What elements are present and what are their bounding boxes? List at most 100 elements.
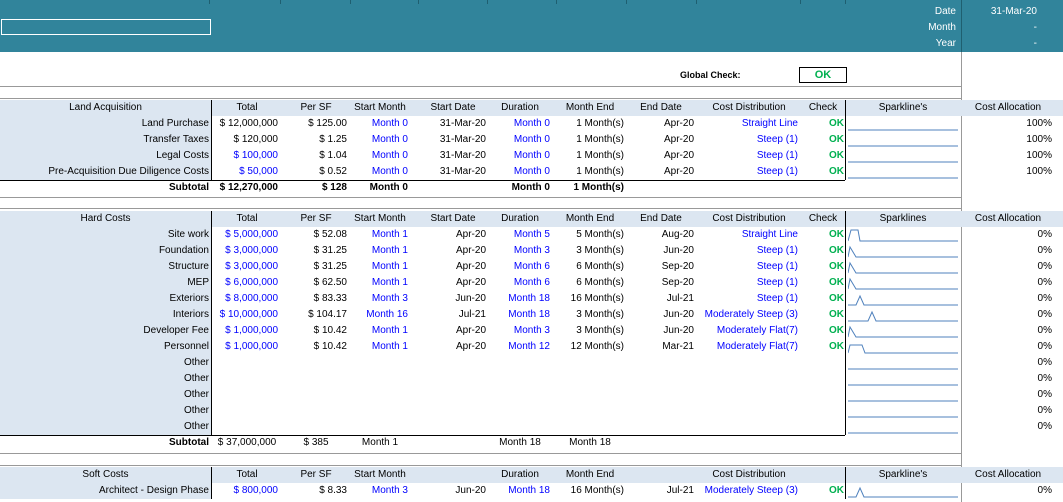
dur-cell[interactable]: Month 3 bbox=[513, 325, 550, 336]
dur-cell[interactable]: Month 5 bbox=[513, 229, 550, 240]
edate-cell[interactable] bbox=[628, 355, 694, 371]
soft-col-header[interactable]: Start Month bbox=[354, 469, 406, 480]
check-cell[interactable] bbox=[802, 403, 844, 419]
dist-cell[interactable]: Steep (1) bbox=[756, 166, 798, 177]
dist-cell[interactable]: Straight Line bbox=[741, 118, 798, 129]
start-cell[interactable]: Month 1 bbox=[371, 325, 408, 336]
date-value[interactable]: 31-Mar-20 bbox=[990, 6, 1037, 17]
dist-cell[interactable]: Moderately Steep (3) bbox=[704, 309, 798, 320]
persf-cell[interactable]: $ 52.08 bbox=[313, 229, 347, 240]
start-cell[interactable]: Month 3 bbox=[371, 485, 408, 496]
sdate-cell[interactable] bbox=[420, 355, 486, 371]
check-cell[interactable]: OK bbox=[829, 134, 844, 145]
sdate-cell[interactable]: Apr-20 bbox=[455, 325, 486, 336]
total-cell[interactable]: $ 50,000 bbox=[239, 166, 278, 177]
subtotal-persf[interactable]: $ 385 bbox=[303, 437, 329, 448]
start-cell[interactable]: Month 1 bbox=[371, 261, 408, 272]
alloc-cell[interactable]: 0% bbox=[1037, 293, 1052, 304]
soft-col-header[interactable]: Per SF bbox=[300, 469, 332, 480]
start-cell[interactable]: Month 16 bbox=[366, 309, 408, 320]
persf-cell[interactable]: $ 83.33 bbox=[313, 293, 347, 304]
total-cell[interactable] bbox=[216, 371, 278, 387]
mend-cell[interactable]: 3 Month(s) bbox=[576, 325, 624, 336]
land-col-header[interactable]: Cost Allocation bbox=[974, 102, 1042, 113]
start-cell[interactable]: Month 0 bbox=[371, 166, 408, 177]
check-cell[interactable]: OK bbox=[829, 277, 844, 288]
soft-col-header[interactable] bbox=[628, 467, 694, 483]
total-cell[interactable]: $ 12,000,000 bbox=[219, 118, 278, 129]
alloc-cell[interactable]: 0% bbox=[1037, 261, 1052, 272]
sdate-cell[interactable]: Jul-21 bbox=[458, 309, 486, 320]
edate-cell[interactable] bbox=[628, 419, 694, 435]
edate-cell[interactable] bbox=[628, 387, 694, 403]
alloc-cell[interactable]: 100% bbox=[1026, 150, 1052, 161]
sdate-cell[interactable] bbox=[420, 419, 486, 435]
alloc-cell[interactable]: 100% bbox=[1026, 134, 1052, 145]
sdate-cell[interactable]: Jun-20 bbox=[455, 293, 486, 304]
dur-cell[interactable]: Month 0 bbox=[513, 166, 550, 177]
hard-col-header[interactable]: Cost Distribution bbox=[712, 213, 786, 224]
subtotal-start[interactable]: Month 1 bbox=[361, 437, 399, 448]
persf-cell[interactable]: $ 62.50 bbox=[313, 277, 347, 288]
mend-cell[interactable]: 6 Month(s) bbox=[576, 277, 624, 288]
sdate-cell[interactable] bbox=[420, 403, 486, 419]
mend-cell[interactable]: 16 Month(s) bbox=[570, 485, 624, 496]
total-cell[interactable]: $ 3,000,000 bbox=[225, 245, 278, 256]
dist-cell[interactable]: Straight Line bbox=[741, 229, 798, 240]
subtotal-mend[interactable]: 1 Month(s) bbox=[573, 182, 624, 193]
mend-cell[interactable]: 6 Month(s) bbox=[576, 261, 624, 272]
persf-cell[interactable]: $ 10.42 bbox=[313, 325, 347, 336]
persf-cell[interactable] bbox=[285, 419, 347, 435]
persf-cell[interactable]: $ 8.33 bbox=[319, 485, 347, 496]
sdate-cell[interactable]: Apr-20 bbox=[455, 245, 486, 256]
dist-cell[interactable]: Steep (1) bbox=[756, 293, 798, 304]
check-cell[interactable]: OK bbox=[829, 309, 844, 320]
subtotal-dur[interactable]: Month 18 bbox=[499, 437, 541, 448]
edate-cell[interactable] bbox=[628, 371, 694, 387]
edate-cell[interactable]: Jun-20 bbox=[663, 245, 694, 256]
sdate-cell[interactable]: Apr-20 bbox=[455, 229, 486, 240]
total-cell[interactable] bbox=[216, 403, 278, 419]
hard-col-header[interactable]: Per SF bbox=[300, 213, 332, 224]
start-cell[interactable]: Month 1 bbox=[371, 341, 408, 352]
start-cell[interactable] bbox=[352, 355, 408, 371]
land-col-header[interactable]: Cost Distribution bbox=[712, 102, 786, 113]
mend-cell[interactable]: 1 Month(s) bbox=[576, 134, 624, 145]
alloc-cell[interactable]: 0% bbox=[1037, 357, 1052, 368]
sdate-cell[interactable] bbox=[420, 371, 486, 387]
soft-col-header[interactable] bbox=[420, 467, 486, 483]
mend-cell[interactable] bbox=[556, 355, 624, 371]
edate-cell[interactable] bbox=[628, 403, 694, 419]
alloc-cell[interactable]: 0% bbox=[1037, 341, 1052, 352]
subtotal-mend[interactable]: Month 18 bbox=[569, 437, 611, 448]
dist-cell[interactable]: Moderately Steep (3) bbox=[704, 485, 798, 496]
land-col-header[interactable]: Per SF bbox=[300, 102, 332, 113]
persf-cell[interactable] bbox=[285, 403, 347, 419]
check-cell[interactable]: OK bbox=[829, 245, 844, 256]
sdate-cell[interactable]: Jun-20 bbox=[455, 485, 486, 496]
subtotal-total[interactable]: $ 37,000,000 bbox=[217, 437, 277, 448]
sdate-cell[interactable]: Apr-20 bbox=[455, 261, 486, 272]
persf-cell[interactable]: $ 0.52 bbox=[319, 166, 347, 177]
soft-col-header[interactable]: Total bbox=[236, 469, 258, 480]
dist-cell[interactable]: Moderately Flat(7) bbox=[716, 341, 798, 352]
alloc-cell[interactable]: 0% bbox=[1037, 245, 1052, 256]
total-cell[interactable]: $ 8,000,000 bbox=[225, 293, 278, 304]
land-col-header[interactable]: Start Date bbox=[430, 102, 476, 113]
dist-cell[interactable] bbox=[700, 403, 798, 419]
sdate-cell[interactable]: 31-Mar-20 bbox=[439, 134, 486, 145]
edate-cell[interactable]: Jul-21 bbox=[666, 485, 694, 496]
check-cell[interactable] bbox=[802, 371, 844, 387]
total-cell[interactable] bbox=[216, 355, 278, 371]
persf-cell[interactable]: $ 31.25 bbox=[313, 261, 347, 272]
edate-cell[interactable]: Aug-20 bbox=[661, 229, 694, 240]
persf-cell[interactable] bbox=[285, 387, 347, 403]
alloc-cell[interactable]: 0% bbox=[1037, 485, 1052, 496]
alloc-cell[interactable]: 0% bbox=[1037, 373, 1052, 384]
dur-cell[interactable] bbox=[490, 419, 550, 435]
alloc-cell[interactable]: 0% bbox=[1037, 229, 1052, 240]
land-col-header[interactable]: Land Acquisition bbox=[69, 102, 142, 113]
start-cell[interactable] bbox=[352, 387, 408, 403]
mend-cell[interactable] bbox=[556, 419, 624, 435]
check-cell[interactable]: OK bbox=[829, 229, 844, 240]
